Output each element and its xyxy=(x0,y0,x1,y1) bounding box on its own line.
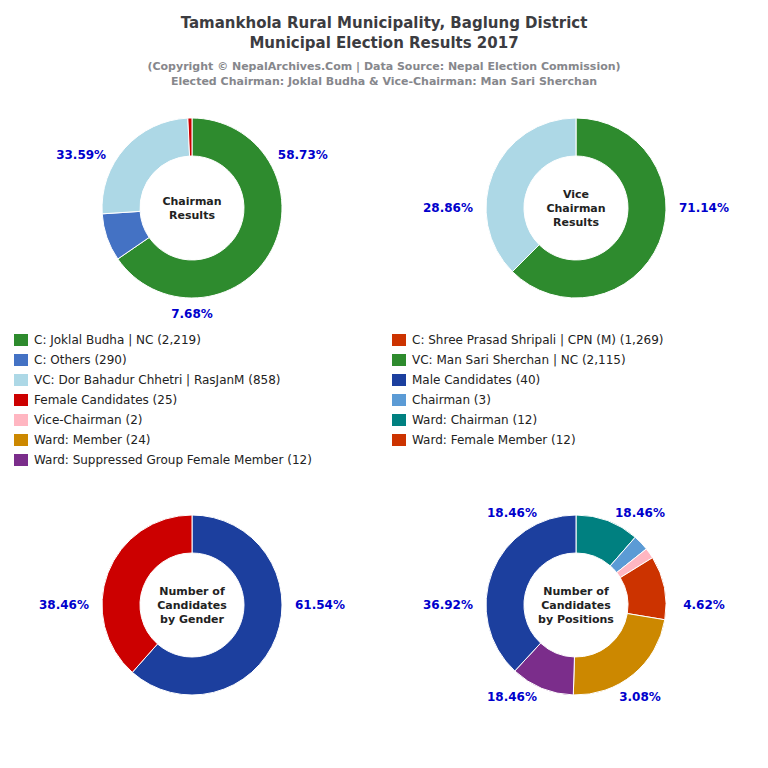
svg-text:C: Others (290): C: Others (290) xyxy=(34,353,127,367)
svg-text:Ward: Suppressed Group Female: Ward: Suppressed Group Female Member (12… xyxy=(34,453,312,467)
svg-text:38.46%: 38.46% xyxy=(39,598,89,612)
svg-text:C: Shree Prasad Shripali | CPN: C: Shree Prasad Shripali | CPN (M) (1,26… xyxy=(412,333,664,347)
svg-text:58.73%: 58.73% xyxy=(278,148,328,162)
svg-text:Number of: Number of xyxy=(159,585,225,598)
svg-text:Chairman: Chairman xyxy=(162,195,221,208)
svg-text:18.46%: 18.46% xyxy=(615,506,665,520)
svg-text:33.59%: 33.59% xyxy=(56,148,106,162)
svg-text:28.86%: 28.86% xyxy=(423,201,473,215)
svg-text:Ward: Member (24): Ward: Member (24) xyxy=(34,433,150,447)
svg-text:Number of: Number of xyxy=(543,585,609,598)
svg-text:Vice: Vice xyxy=(563,188,589,201)
svg-text:Ward: Female Member (12): Ward: Female Member (12) xyxy=(412,433,576,447)
svg-text:18.46%: 18.46% xyxy=(487,690,537,704)
svg-text:36.92%: 36.92% xyxy=(423,598,473,612)
svg-text:VC: Dor Bahadur Chhetri | RasJ: VC: Dor Bahadur Chhetri | RasJanM (858) xyxy=(34,373,281,387)
svg-text:Vice-Chairman (2): Vice-Chairman (2) xyxy=(34,413,142,427)
svg-text:71.14%: 71.14% xyxy=(679,201,729,215)
svg-text:Chairman: Chairman xyxy=(546,202,605,215)
svg-text:Candidates: Candidates xyxy=(541,599,611,612)
svg-text:C: Joklal Budha | NC (2,219): C: Joklal Budha | NC (2,219) xyxy=(34,333,201,347)
svg-text:7.68%: 7.68% xyxy=(171,307,213,321)
svg-text:Tamankhola Rural Municipality,: Tamankhola Rural Municipality, Baglung D… xyxy=(181,14,588,32)
svg-text:Candidates: Candidates xyxy=(157,599,227,612)
svg-text:61.54%: 61.54% xyxy=(295,598,345,612)
svg-text:Ward: Chairman (12): Ward: Chairman (12) xyxy=(412,413,537,427)
svg-text:18.46%: 18.46% xyxy=(487,506,537,520)
svg-text:VC: Man Sari Sherchan | NC (2,: VC: Man Sari Sherchan | NC (2,115) xyxy=(412,353,626,367)
svg-text:Municipal Election Results 201: Municipal Election Results 2017 xyxy=(249,34,518,52)
svg-text:(Copyright © NepalArchives.Com: (Copyright © NepalArchives.Com | Data So… xyxy=(147,60,620,73)
svg-text:Female Candidates (25): Female Candidates (25) xyxy=(34,393,177,407)
svg-text:by Gender: by Gender xyxy=(160,613,225,626)
svg-text:3.08%: 3.08% xyxy=(619,690,661,704)
svg-text:Results: Results xyxy=(169,209,215,222)
svg-text:Results: Results xyxy=(553,216,599,229)
svg-text:by Positions: by Positions xyxy=(538,613,614,626)
svg-text:4.62%: 4.62% xyxy=(683,598,725,612)
svg-text:Chairman (3): Chairman (3) xyxy=(412,393,491,407)
svg-text:Male Candidates (40): Male Candidates (40) xyxy=(412,373,540,387)
svg-text:Elected Chairman: Joklal Budha: Elected Chairman: Joklal Budha & Vice-Ch… xyxy=(171,75,597,88)
